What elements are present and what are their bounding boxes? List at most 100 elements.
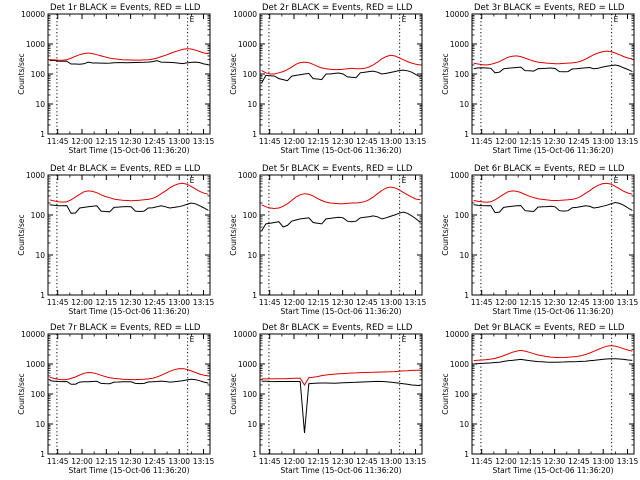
y-tick-label: 10 bbox=[459, 251, 469, 260]
panel-title: Det 6r BLACK = Events, RED = LLD bbox=[474, 164, 625, 174]
y-tick-label: 1 bbox=[464, 450, 469, 459]
panel-title: Det 2r BLACK = Events, RED = LLD bbox=[262, 3, 413, 13]
plot-frame bbox=[259, 333, 423, 455]
x-tick-label: 13:15 bbox=[405, 137, 427, 146]
y-tick-label: 100 bbox=[243, 211, 258, 220]
x-tick-label: 12:00 bbox=[71, 457, 93, 466]
x-tick-label: 12:00 bbox=[495, 298, 517, 307]
x-axis-label: Start Time (15-Oct-06 11:36:20) bbox=[280, 146, 401, 155]
y-tick-label: 10000 bbox=[21, 330, 45, 339]
x-tick-label: 13:00 bbox=[592, 137, 614, 146]
x-axis-label: Start Time (15-Oct-06 11:36:20) bbox=[280, 466, 401, 475]
x-tick-label: 12:00 bbox=[495, 457, 517, 466]
y-tick-label: 1 bbox=[464, 130, 469, 139]
y-tick-label: 1000 bbox=[238, 40, 257, 49]
x-axis-label: Start Time (15-Oct-06 11:36:20) bbox=[280, 307, 401, 316]
y-tick-label: 1 bbox=[464, 291, 469, 300]
x-tick-label: 13:15 bbox=[193, 298, 215, 307]
y-axis-label: Counts/sec bbox=[17, 214, 26, 255]
x-tick-label: 12:30 bbox=[332, 137, 354, 146]
y-axis-label: Counts/sec bbox=[441, 373, 450, 414]
lld-series-line bbox=[49, 368, 209, 381]
lld-series-line bbox=[49, 182, 209, 203]
event-marker-label: E bbox=[190, 335, 195, 344]
events-series-line bbox=[261, 211, 421, 232]
lld-series-line bbox=[473, 50, 633, 66]
events-series-line bbox=[261, 69, 421, 84]
y-tick-label: 10 bbox=[459, 420, 469, 429]
x-tick-label: 12:30 bbox=[332, 298, 354, 307]
panel-9: Det 9r BLACK = Events, RED = LLD 1 10 100 10… bbox=[441, 323, 639, 475]
lld-series-line bbox=[473, 345, 633, 362]
y-tick-label: 100 bbox=[31, 70, 46, 79]
lld-series-line bbox=[49, 48, 209, 61]
x-axis-label: Start Time (15-Oct-06 11:36:20) bbox=[68, 146, 189, 155]
x-tick-label: 11:45 bbox=[47, 137, 69, 146]
event-marker-label: E bbox=[402, 15, 407, 24]
y-axis-label: Counts/sec bbox=[229, 373, 238, 414]
event-marker-label: E bbox=[190, 15, 195, 24]
x-tick-label: 13:00 bbox=[592, 298, 614, 307]
panel-6: Det 6r BLACK = Events, RED = LLD 1 10 100 10… bbox=[441, 164, 639, 316]
x-tick-label: 12:15 bbox=[308, 137, 330, 146]
lld-series-line bbox=[261, 54, 421, 75]
y-tick-label: 10000 bbox=[233, 10, 257, 19]
events-series-line bbox=[49, 378, 209, 385]
x-axis-label: Start Time (15-Oct-06 11:36:20) bbox=[492, 307, 613, 316]
x-tick-label: 11:45 bbox=[471, 457, 493, 466]
plot-frame bbox=[259, 174, 423, 296]
x-tick-label: 12:45 bbox=[568, 457, 590, 466]
x-axis-label: Start Time (15-Oct-06 11:36:20) bbox=[68, 307, 189, 316]
x-tick-label: 11:45 bbox=[47, 298, 69, 307]
x-tick-label: 13:00 bbox=[168, 457, 190, 466]
y-axis-label: Counts/sec bbox=[441, 53, 450, 94]
panel-7: Det 7r BLACK = Events, RED = LLD 1 10 100 10… bbox=[17, 323, 215, 475]
x-tick-label: 12:00 bbox=[283, 298, 305, 307]
events-series-line bbox=[49, 59, 209, 66]
panel-title: Det 8r BLACK = Events, RED = LLD bbox=[262, 323, 413, 333]
panel-2: Det 2r BLACK = Events, RED = LLD 1 10 100 10… bbox=[229, 3, 427, 155]
x-tick-label: 12:15 bbox=[308, 298, 330, 307]
x-tick-label: 13:00 bbox=[380, 457, 402, 466]
x-tick-label: 13:15 bbox=[193, 457, 215, 466]
x-tick-label: 12:00 bbox=[283, 457, 305, 466]
x-axis-label: Start Time (15-Oct-06 11:36:20) bbox=[492, 466, 613, 475]
x-tick-label: 12:15 bbox=[308, 457, 330, 466]
x-tick-label: 12:15 bbox=[96, 137, 118, 146]
y-tick-label: 10 bbox=[247, 420, 257, 429]
panel-title: Det 3r BLACK = Events, RED = LLD bbox=[474, 3, 625, 13]
y-tick-label: 10 bbox=[459, 100, 469, 109]
x-tick-label: 13:00 bbox=[592, 457, 614, 466]
y-tick-label: 1000 bbox=[450, 171, 469, 180]
x-tick-label: 13:00 bbox=[380, 137, 402, 146]
y-tick-label: 1 bbox=[252, 130, 257, 139]
y-tick-label: 1000 bbox=[450, 40, 469, 49]
x-tick-label: 12:00 bbox=[495, 137, 517, 146]
x-tick-label: 12:30 bbox=[544, 457, 566, 466]
panel-5: Det 5r BLACK = Events, RED = LLD 1 10 100 10… bbox=[229, 164, 427, 316]
x-tick-label: 13:15 bbox=[405, 298, 427, 307]
events-series-line bbox=[473, 201, 633, 214]
y-tick-label: 100 bbox=[455, 390, 470, 399]
panel-title: Det 5r BLACK = Events, RED = LLD bbox=[262, 164, 413, 174]
x-tick-label: 12:45 bbox=[356, 298, 378, 307]
x-tick-label: 12:30 bbox=[120, 298, 142, 307]
y-tick-label: 100 bbox=[243, 70, 258, 79]
y-axis-label: Counts/sec bbox=[17, 53, 26, 94]
y-tick-label: 10000 bbox=[445, 330, 469, 339]
x-tick-label: 11:45 bbox=[259, 137, 281, 146]
x-tick-label: 11:45 bbox=[471, 298, 493, 307]
plot-frame bbox=[471, 13, 635, 135]
x-tick-label: 13:15 bbox=[617, 457, 639, 466]
event-marker-label: E bbox=[402, 176, 407, 185]
plot-frame bbox=[471, 333, 635, 455]
x-tick-label: 12:30 bbox=[544, 137, 566, 146]
x-tick-label: 12:45 bbox=[568, 137, 590, 146]
y-axis-label: Counts/sec bbox=[441, 214, 450, 255]
y-axis-label: Counts/sec bbox=[229, 214, 238, 255]
plot-frame bbox=[47, 13, 211, 135]
x-axis-label: Start Time (15-Oct-06 11:36:20) bbox=[68, 466, 189, 475]
x-tick-label: 12:30 bbox=[120, 457, 142, 466]
x-tick-label: 12:15 bbox=[96, 298, 118, 307]
x-tick-label: 12:00 bbox=[283, 137, 305, 146]
